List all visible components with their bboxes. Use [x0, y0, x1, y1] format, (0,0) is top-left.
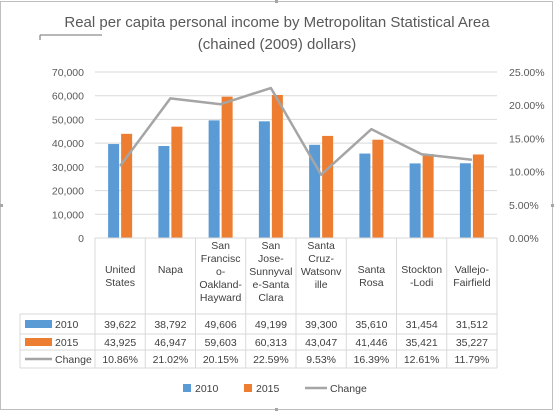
category-label: e-Santa	[252, 279, 289, 291]
y-right-tick-label: 10.00%	[509, 167, 545, 179]
table-cell: 43,925	[104, 337, 136, 349]
category-label: -Lodi	[410, 277, 433, 289]
table-cell: 22.59%	[253, 354, 289, 366]
table-key-2015	[25, 338, 52, 346]
y-left-tick-label: 70,000	[52, 67, 84, 79]
table-cell: 46,947	[154, 337, 186, 349]
table-series-name: 2010	[55, 319, 79, 331]
table-cell: 39,622	[104, 319, 136, 331]
table-cell: 35,227	[456, 337, 488, 349]
line-Change	[119, 86, 473, 176]
category-label: Cruz-	[308, 253, 334, 265]
category-label: San	[211, 240, 230, 252]
chart-subtitle: (chained (2009) dollars)	[197, 36, 357, 53]
y-left-tick-label: 0	[78, 233, 84, 245]
table-series-name: 2015	[55, 337, 79, 349]
bar-2015-6	[422, 154, 434, 238]
y-right-tick-label: 5.00%	[509, 200, 539, 212]
y-right-tick-label: 15.00%	[509, 133, 545, 145]
bar-2015-2	[221, 96, 233, 238]
table-cell: 11.79%	[454, 354, 489, 366]
legend-label-Change: Change	[330, 383, 367, 395]
category-label: States	[105, 277, 135, 289]
table-cell: 10.86%	[102, 354, 138, 366]
bar-2015-0	[121, 133, 133, 238]
table-cell: 60,313	[255, 337, 287, 349]
table-cell: 16.39%	[354, 354, 390, 366]
category-label: ille	[315, 279, 328, 291]
legend-label-2010: 2010	[195, 383, 219, 395]
bar-2015-4	[322, 135, 334, 238]
table-cell: 49,199	[255, 319, 287, 331]
table-cell: 49,606	[205, 319, 237, 331]
category-label: Watsonv	[301, 266, 342, 278]
bar-2010-6	[409, 163, 421, 238]
category-label: Napa	[158, 264, 183, 276]
bar-2010-5	[359, 153, 371, 238]
bar-2010-7	[459, 163, 471, 238]
category-label: Santa	[307, 240, 335, 252]
resize-handle-right[interactable]	[551, 204, 554, 207]
category-label: Clara	[258, 292, 283, 304]
table-cell: 38,792	[154, 319, 186, 331]
table-cell: 41,446	[355, 337, 387, 349]
y-left-tick-label: 10,000	[52, 209, 84, 221]
y-right-tick-label: 20.00%	[509, 100, 545, 112]
table-cell: 35,610	[355, 319, 387, 331]
table-key-2010	[25, 320, 52, 328]
table-cell: 9.53%	[306, 354, 336, 366]
table-cell: 39,300	[305, 319, 337, 331]
y-left-tick-label: 60,000	[52, 91, 84, 103]
bar-2010-3	[258, 121, 270, 238]
y-left-tick-label: 30,000	[52, 162, 84, 174]
table-cell: 43,047	[305, 337, 337, 349]
bar-2010-1	[158, 146, 170, 238]
bar-2010-2	[208, 120, 220, 238]
legend-label-2015: 2015	[256, 383, 280, 395]
category-label: Francisc	[201, 253, 241, 265]
bar-2015-7	[472, 154, 484, 238]
legend-key-2015	[244, 384, 252, 392]
category-label: Sunnyval	[249, 266, 292, 278]
table-cell: 35,421	[406, 337, 438, 349]
category-label: Jose-	[258, 253, 284, 265]
chart-title: Real per capita personal income by Metro…	[64, 14, 490, 31]
bar-2010-0	[108, 144, 120, 238]
y-left-tick-label: 50,000	[52, 114, 84, 126]
category-label: Oakland-	[199, 279, 242, 291]
category-label: Stockton	[401, 264, 442, 276]
y-left-tick-label: 40,000	[52, 138, 84, 150]
category-label: Fairfield	[453, 277, 491, 289]
category-label: o-	[216, 266, 226, 278]
y-left-tick-label: 20,000	[52, 186, 84, 198]
table-cell: 31,512	[456, 319, 488, 331]
bar-2010-4	[309, 144, 321, 238]
resize-handle-left[interactable]	[0, 204, 3, 207]
category-label: Rosa	[359, 277, 384, 289]
table-cell: 12.61%	[404, 354, 440, 366]
category-label: United	[105, 264, 136, 276]
table-cell: 59,603	[205, 337, 237, 349]
category-label: Hayward	[200, 292, 242, 304]
y-right-tick-label: 25.00%	[509, 67, 545, 79]
category-label: Vallejo-	[455, 264, 490, 276]
table-cell: 21.02%	[153, 354, 189, 366]
legend-key-2010	[183, 384, 191, 392]
category-label: Santa	[358, 264, 386, 276]
resize-handle-top[interactable]	[275, 0, 278, 3]
table-cell: 31,454	[406, 319, 438, 331]
table-series-name: Change	[55, 354, 92, 366]
bar-2015-1	[171, 126, 183, 238]
y-right-tick-label: 0.00%	[509, 233, 539, 245]
table-cell: 20.15%	[203, 354, 239, 366]
bar-2015-5	[372, 139, 384, 238]
category-label: San	[262, 240, 281, 252]
resize-handle-bottom[interactable]	[275, 408, 278, 411]
bar-2015-3	[271, 94, 283, 238]
